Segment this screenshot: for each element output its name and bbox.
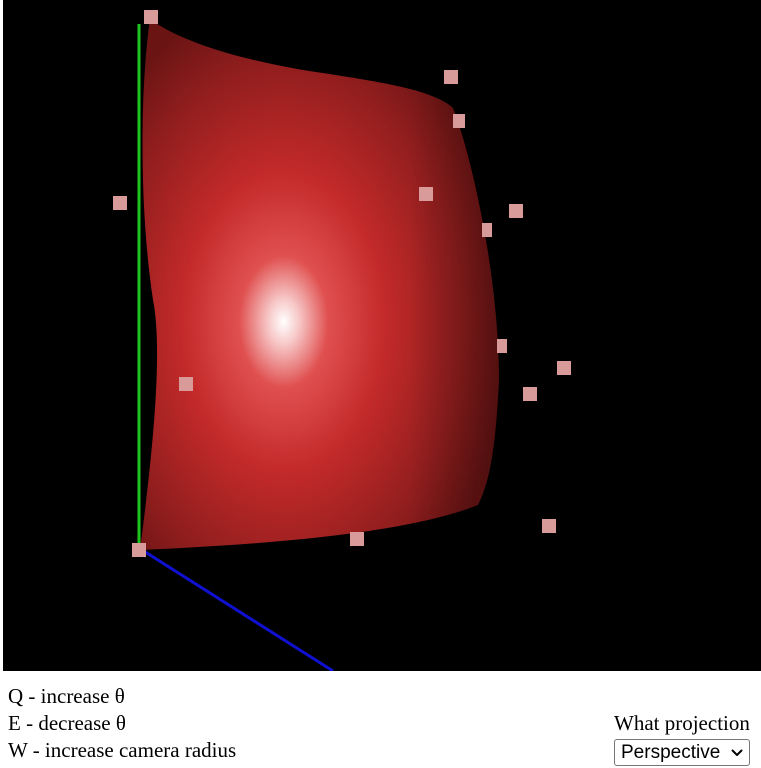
control-point[interactable] — [497, 339, 507, 353]
control-hint-decrease-theta: E - decrease θ — [8, 711, 126, 735]
control-point[interactable] — [482, 223, 492, 237]
3d-viewport-canvas[interactable] — [3, 0, 761, 671]
control-point[interactable] — [557, 361, 571, 375]
control-point[interactable] — [453, 114, 465, 128]
chevron-down-icon — [731, 749, 743, 756]
scene-svg — [113, 10, 571, 671]
control-hint-increase-camera-radius: W - increase camera radius — [8, 738, 237, 762]
projection-select[interactable]: Perspective — [614, 739, 750, 766]
control-point[interactable] — [113, 196, 127, 210]
control-point[interactable] — [350, 532, 364, 546]
control-point[interactable] — [419, 187, 433, 201]
projection-panel: What projection Perspective — [614, 710, 761, 766]
projection-label: What projection — [614, 711, 750, 735]
control-point[interactable] — [542, 519, 556, 533]
keyboard-controls-help: Q - increase θ E - decrease θ W - increa… — [8, 683, 236, 764]
control-point[interactable] — [144, 10, 158, 24]
control-point[interactable] — [523, 387, 537, 401]
z-axis-line — [138, 546, 334, 671]
control-point[interactable] — [509, 204, 523, 218]
control-hint-increase-theta: Q - increase θ — [8, 684, 125, 708]
control-point[interactable] — [179, 377, 193, 391]
projection-select-value: Perspective — [621, 742, 721, 763]
control-point[interactable] — [132, 543, 146, 557]
control-points-group — [113, 10, 571, 557]
control-point[interactable] — [444, 70, 458, 84]
surface-edge-shading — [140, 19, 499, 550]
